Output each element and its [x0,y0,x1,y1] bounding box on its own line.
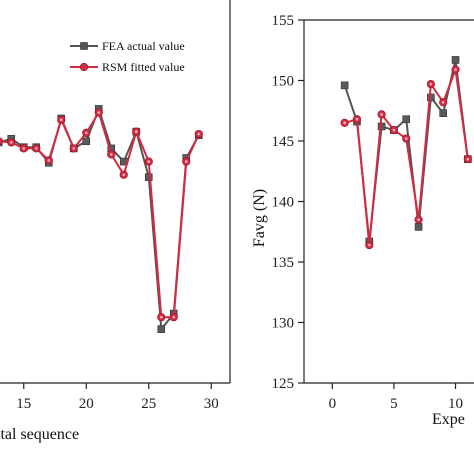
right-x-tick-label: 0 [329,396,337,412]
left-point-fea [157,325,166,333]
left-x-axis-title: ital sequence [0,426,79,443]
left-x-tick-label: 15 [16,396,31,412]
legend-label-fea: FEA actual value [102,39,185,53]
legend-marker-fea [80,42,88,50]
right-y-tick-label: 150 [272,74,295,90]
left-point-highlight-rsm [159,315,163,319]
left-x-tick-label: 25 [141,396,156,412]
right-series-group [340,56,472,250]
right-point-highlight-rsm [392,128,396,132]
right-y-tick-label: 140 [272,195,295,211]
left-point-highlight-rsm [184,160,188,163]
left-x-ticks: 15 20 25 30 [16,383,219,412]
right-point-fea [414,223,423,231]
left-chart-panel: 15 20 25 30 ital sequence FEA actual value … [0,0,231,443]
left-point-highlight-rsm [134,130,138,133]
left-point-highlight-rsm [22,147,26,150]
right-axis-ticks: 0 5 10 125 130 135 140 145 150 155 [272,13,464,412]
right-point-highlight-rsm [441,100,445,104]
right-point-highlight-rsm [355,117,359,121]
legend-marker-rsm [79,62,89,72]
left-point-highlight-rsm [147,160,151,163]
left-point-highlight-rsm [59,118,63,121]
right-chart-panel: 0 5 10 125 130 135 140 145 150 155 Expe Favg (N) [251,13,474,428]
right-y-axis-title: Favg (N) [251,189,268,247]
right-point-fea [451,56,460,64]
left-point-highlight-rsm [197,132,201,136]
right-y-tick-label: 145 [272,134,295,150]
left-point-highlight-rsm [34,147,38,150]
left-point-fea [144,173,153,181]
right-series-line-rsm [344,68,469,247]
left-point-highlight-rsm [172,315,176,319]
right-point-fea [439,109,448,117]
left-point-rsm [0,137,3,146]
left-x-tick-label: 20 [79,396,94,412]
left-series-group [0,105,203,333]
right-x-tick-label: 5 [390,396,398,412]
left-point-highlight-rsm [72,147,76,150]
right-point-fea [402,115,411,124]
right-point-highlight-rsm [404,137,408,140]
right-point-highlight-rsm [466,157,470,161]
left-point-highlight-rsm [9,141,13,144]
right-point-fea [340,81,349,90]
legend-label-rsm: RSM fitted value [102,60,185,74]
left-point-highlight-rsm [84,131,88,135]
right-y-tick-label: 130 [272,316,295,332]
right-point-highlight-rsm [417,218,420,221]
left-point-highlight-rsm [109,153,113,156]
right-point-highlight-rsm [429,82,433,86]
right-y-tick-label: 155 [272,13,295,29]
left-series-line-fea [0,107,200,331]
left-legend: FEA actual value RSM fitted value [70,39,185,74]
left-x-tick-label: 30 [204,396,219,412]
left-point-highlight-rsm [97,111,101,114]
left-point-fea [82,137,91,146]
right-point-highlight-rsm [380,113,383,116]
left-point-highlight-rsm [47,159,51,162]
right-x-tick-label: 10 [448,396,463,412]
right-x-axis-title: Expe [432,411,465,428]
right-point-highlight-rsm [454,68,457,71]
right-y-tick-label: 125 [272,376,295,392]
left-point-highlight-rsm [122,173,126,177]
right-y-tick-label: 135 [272,255,295,271]
right-point-highlight-rsm [367,243,371,247]
right-point-highlight-rsm [343,121,346,125]
left-series-line-rsm [0,111,200,319]
